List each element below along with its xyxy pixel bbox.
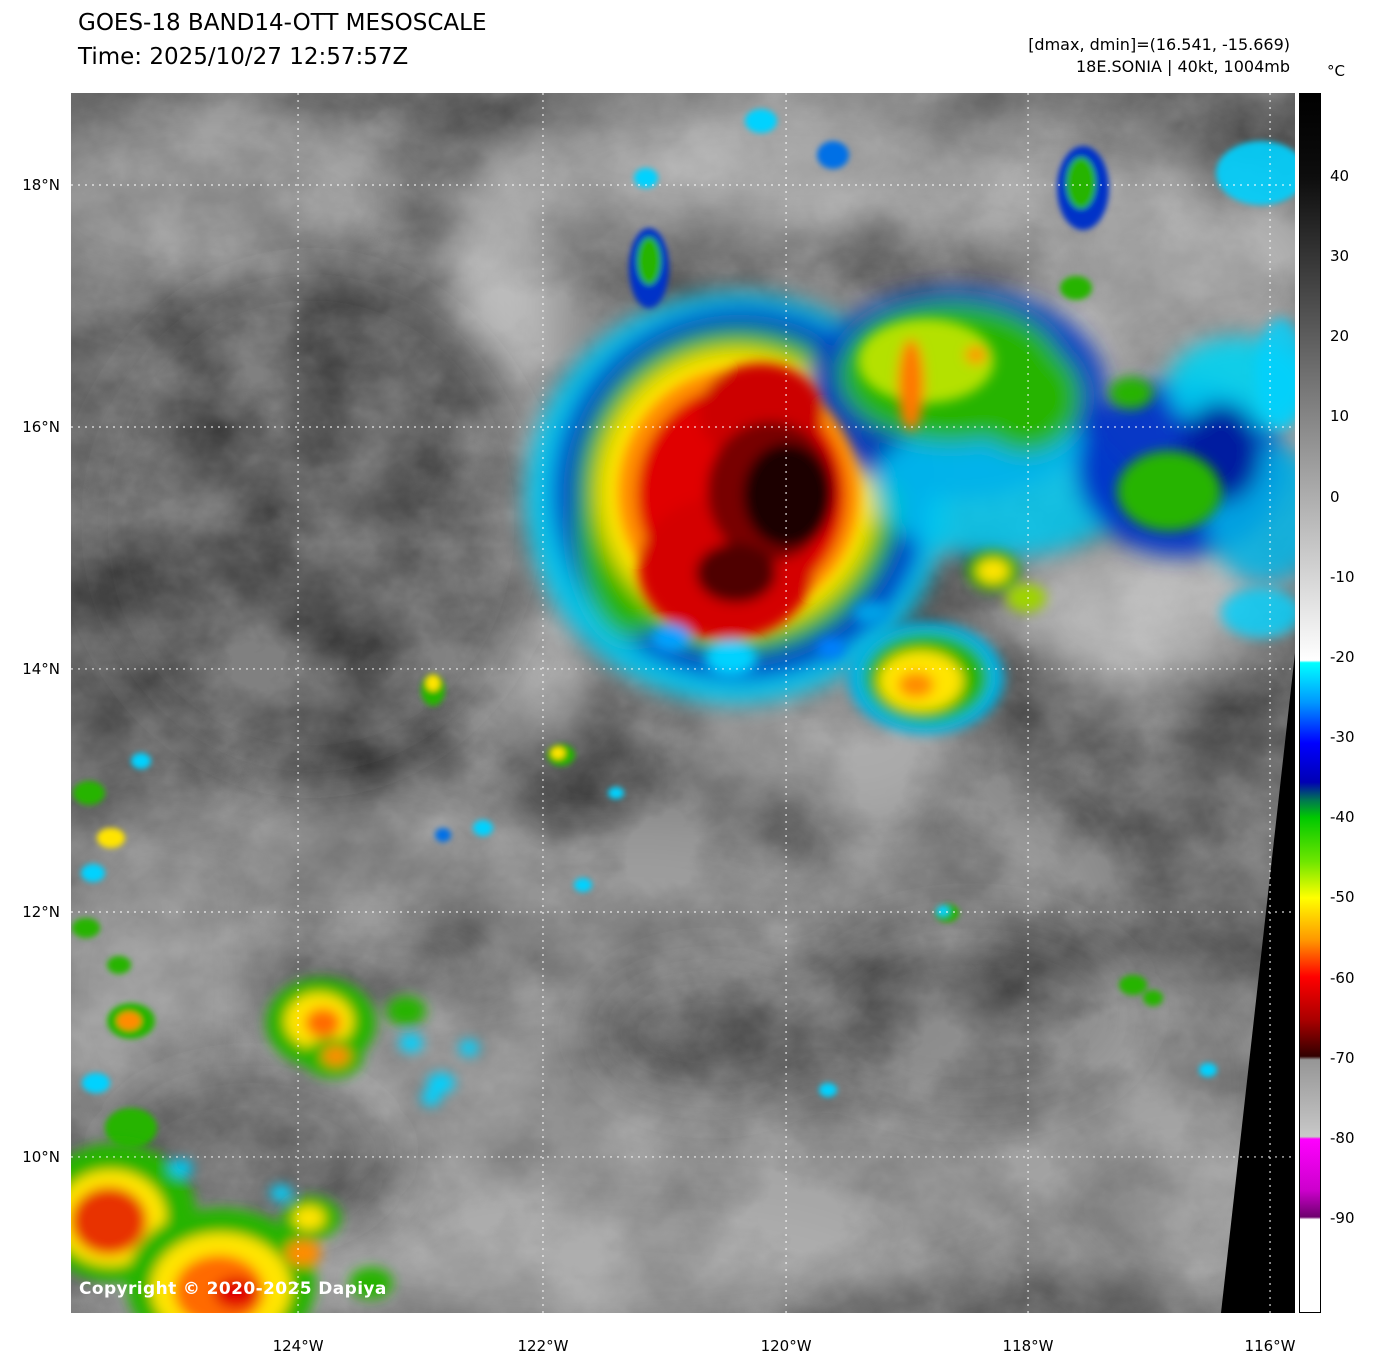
colorbar-tick-label: 40 (1330, 166, 1350, 185)
colorbar-tick-label: 10 (1330, 407, 1350, 426)
header-right-block: [dmax, dmin]=(16.541, -15.669) 18E.SONIA… (1028, 34, 1290, 78)
product-time: Time: 2025/10/27 12:57:57Z (78, 44, 409, 70)
no-data-wedge (1221, 653, 1295, 1313)
colorbar-tick-label: -60 (1330, 968, 1355, 987)
storm-info: 18E.SONIA | 40kt, 1004mb (1075, 57, 1290, 76)
lat-tick-label: 18°N (22, 175, 60, 194)
colorbar-tick-label: -70 (1330, 1048, 1355, 1067)
lon-tick-label: 120°W (760, 1337, 812, 1355)
lat-tick-label: 12°N (22, 902, 60, 921)
scattered-cells-top (629, 109, 1295, 308)
lon-tick-label: 122°W (517, 1337, 569, 1355)
colorbar-tick-label: 30 (1330, 247, 1350, 266)
colorbar-tick-label: -40 (1330, 808, 1355, 827)
left-edge-cells (72, 753, 157, 1148)
colorbar-unit: °C (1327, 62, 1345, 80)
colorbar-tick-label: -80 (1330, 1128, 1355, 1147)
gridlines (71, 93, 1295, 1313)
colorbar-tick-label: 20 (1330, 327, 1350, 346)
product-title: GOES-18 BAND14-OTT MESOSCALE (78, 10, 487, 36)
southeast-cell (848, 551, 1046, 734)
lat-tick-label: 10°N (22, 1147, 60, 1166)
cloud-texture (71, 93, 1295, 1313)
colorbar-tick-label: 0 (1330, 487, 1340, 506)
lat-tick-label: 16°N (22, 418, 60, 437)
satellite-imagery (71, 93, 1295, 1313)
bottom-left-convection (71, 1143, 393, 1313)
colorbar (1299, 93, 1321, 1313)
dmax-dmin-readout: [dmax, dmin]=(16.541, -15.669) (1028, 35, 1290, 54)
colorbar-tick-label: -30 (1330, 728, 1355, 747)
lon-tick-label: 118°W (1002, 1337, 1054, 1355)
copyright-text: Copyright © 2020-2025 Dapiya (79, 1279, 387, 1299)
colorbar-tick-label: -20 (1330, 647, 1355, 666)
colorbar-ticks: 40 30 20 10 0 -10 -20 -30 -40 -50 -60 -70 -80 -90 (1330, 93, 1388, 1313)
colorbar-tick-label: -90 (1330, 1208, 1355, 1227)
satellite-map: Copyright © 2020-2025 Dapiya (71, 93, 1295, 1313)
storm-sonia-core (619, 318, 1295, 676)
scattered-cells-center (421, 674, 1217, 1097)
longitude-axis: 124°W 122°W 120°W 118°W 116°W (71, 1313, 1296, 1359)
colorbar-tick-label: -10 (1330, 567, 1355, 586)
lat-tick-label: 14°N (22, 659, 60, 678)
midleft-cells (266, 978, 479, 1106)
lon-tick-label: 116°W (1244, 1337, 1296, 1355)
latitude-axis: 18°N 16°N 14°N 12°N 10°N (0, 93, 66, 1313)
colorbar-tick-label: -50 (1330, 888, 1355, 907)
lon-tick-label: 124°W (272, 1337, 324, 1355)
